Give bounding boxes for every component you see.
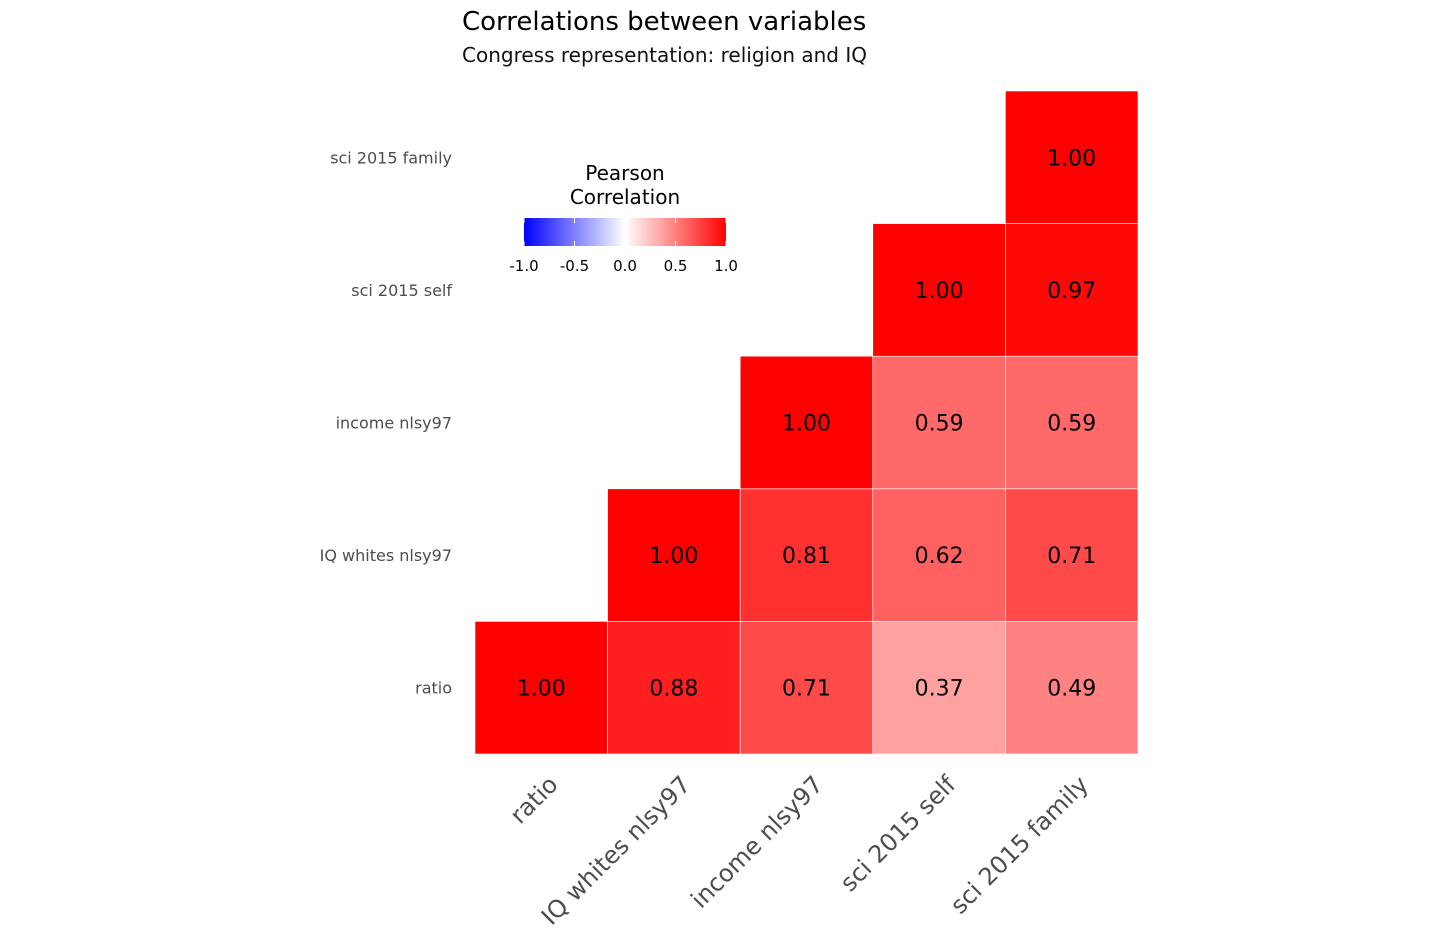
heatmap-cell (1005, 488, 1139, 622)
legend-tick-label: -1.0 (509, 257, 538, 275)
legend-tick-label: 0.5 (664, 257, 688, 275)
heatmap-cell (1005, 621, 1139, 755)
chart-title: Correlations between variables (462, 7, 866, 37)
legend-title-line1: Pearson (585, 161, 664, 185)
x-axis-label: sci 2015 family (945, 770, 1094, 919)
heatmap-cell (1005, 90, 1139, 224)
heatmap-cell (1005, 223, 1139, 357)
cell-value-label: 0.71 (782, 677, 831, 702)
x-axis-label: ratio (505, 770, 564, 829)
x-axis-label: IQ whites nlsy97 (536, 770, 696, 930)
x-axis-label: sci 2015 self (835, 770, 962, 897)
cell-value-label: 1.00 (649, 544, 698, 569)
legend-tick-label: -0.5 (560, 257, 589, 275)
cell-value-label: 1.00 (782, 412, 831, 437)
cell-value-label: 0.81 (782, 544, 831, 569)
y-axis-label: sci 2015 self (351, 281, 452, 300)
cell-value-label: 0.88 (649, 677, 698, 702)
cell-value-label: 1.00 (915, 279, 964, 304)
heatmap-cell (872, 355, 1006, 490)
heatmap-cell (739, 621, 874, 755)
heatmap-cell (607, 488, 741, 622)
cell-value-label: 0.97 (1047, 279, 1096, 304)
cell-value-label: 0.59 (915, 412, 964, 437)
heatmap-cell (739, 488, 874, 622)
heatmap-cell (739, 355, 874, 490)
heatmap-cells: 1.00 0.88 0.71 0.37 0.491.00 0.81 0.62 0.711.00… (474, 90, 1139, 755)
cell-value-label: 0.62 (915, 544, 964, 569)
y-axis-label: income nlsy97 (336, 414, 452, 433)
legend-title-line2: Correlation (570, 185, 680, 209)
heatmap-cell (872, 223, 1006, 357)
heatmap-cell (1005, 355, 1139, 490)
heatmap-cell (474, 621, 608, 755)
y-axis-labels: ratio IQ whites nlsy97 income nlsy97 sci 20… (320, 148, 453, 697)
chart-subtitle: Congress representation: religion and IQ (462, 43, 867, 67)
x-axis-label: income nlsy97 (685, 770, 828, 913)
legend-tick-label: 0.0 (613, 257, 637, 275)
cell-value-label: 1.00 (1047, 146, 1096, 171)
legend-ticks: -1.0 -0.5 0.0 0.5 1.0 (509, 218, 738, 275)
cell-value-label: 1.00 (517, 677, 566, 702)
y-axis-label: ratio (415, 679, 452, 698)
cell-value-label: 0.49 (1047, 677, 1096, 702)
color-legend: Pearson Correlation -1.0 -0.5 0.0 0.5 1.0 (509, 161, 738, 275)
y-axis-label: IQ whites nlsy97 (320, 546, 452, 565)
cell-value-label: 0.37 (915, 677, 964, 702)
heatmap-cell (872, 488, 1006, 622)
cell-value-label: 0.71 (1047, 544, 1096, 569)
heatmap-cell (872, 621, 1006, 755)
legend-tick-label: 1.0 (714, 257, 738, 275)
cell-value-label: 0.59 (1047, 412, 1096, 437)
y-axis-label: sci 2015 family (330, 148, 452, 167)
